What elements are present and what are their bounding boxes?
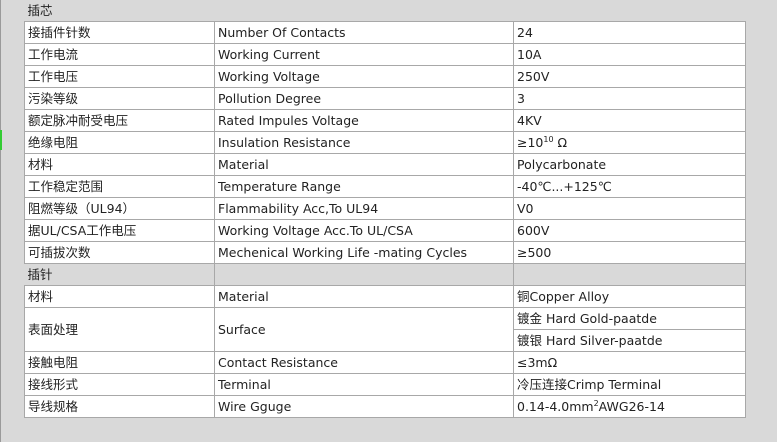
value-cell: 4KV (513, 109, 746, 132)
section-title: 插针 (24, 263, 215, 286)
selection-marker (0, 130, 2, 150)
table-row: 接插件针数 Number Of Contacts 24 (24, 21, 746, 44)
value-cell: ≥500 (513, 241, 746, 264)
table-row: 据UL/CSA工作电压 Working Voltage Acc.To UL/CSA… (24, 219, 746, 242)
value-cell: 10A (513, 43, 746, 66)
value-part: 0.14-4.0mm (517, 399, 594, 414)
label-cn: 材料 (24, 153, 215, 176)
label-cn: 阻燃等级（UL94） (24, 197, 215, 220)
value-cell: 0.14-4.0mm2AWG26-14 (513, 395, 746, 418)
label-en: Working Voltage (214, 65, 514, 88)
empty-cell (513, 263, 746, 286)
table-row: 接线形式 Terminal 冷压连接Crimp Terminal (24, 373, 746, 396)
label-en: Surface (214, 307, 514, 352)
label-en: Material (214, 153, 514, 176)
label-en: Working Current (214, 43, 514, 66)
value-cell: 24 (513, 21, 746, 44)
table-row: 绝缘电阻 Insulation Resistance ≥1010 Ω (24, 131, 746, 154)
value-part: 10 (543, 134, 554, 144)
table-row: 镀银 Hard Silver-paatde (25, 329, 746, 352)
table-row: 额定脉冲耐受电压 Rated Impules Voltage 4KV (24, 109, 746, 132)
label-en: Rated Impules Voltage (214, 109, 514, 132)
spec-table: 插芯 接插件针数 Number Of Contacts 24 工作电流 Working C… (24, 0, 746, 418)
label-en: Working Voltage Acc.To UL/CSA (214, 219, 514, 242)
label-cn: 接线形式 (24, 373, 215, 396)
value-cell: -40℃...+125℃ (513, 175, 746, 198)
value-cell: ≤3mΩ (513, 351, 746, 374)
label-cn: 可插拔次数 (24, 241, 215, 264)
value-part: 2 (593, 398, 599, 408)
label-cn: 表面处理 (24, 307, 215, 352)
empty-cell (214, 263, 514, 286)
value-part: Ω (553, 135, 568, 150)
label-en: Material (214, 285, 514, 308)
table-row: 工作电压 Working Voltage 250V (24, 65, 746, 88)
value-cell: ≥1010 Ω (513, 131, 746, 154)
label-en: Temperature Range (214, 175, 514, 198)
label-cn: 工作电压 (24, 65, 215, 88)
table-row: 可插拔次数 Mechenical Working Life -mating Cyc… (24, 241, 746, 264)
table-row: 污染等级 Pollution Degree 3 (24, 87, 746, 110)
label-en: Terminal (214, 373, 514, 396)
window-edge (0, 0, 1, 442)
table-row: 工作稳定范围 Temperature Range -40℃...+125℃ (24, 175, 746, 198)
value-cell: V0 (513, 197, 746, 220)
label-cn: 污染等级 (24, 87, 215, 110)
section-header: 插针 (24, 263, 746, 286)
label-cn: 绝缘电阻 (24, 131, 215, 154)
value-part: ≥10 (517, 135, 544, 150)
table-row: 表面处理 Surface 镀金 Hard Gold-paatde (24, 307, 746, 352)
table-row: 材料 Material Polycarbonate (24, 153, 746, 176)
label-cn: 工作稳定范围 (24, 175, 215, 198)
label-cn: 据UL/CSA工作电压 (24, 219, 215, 242)
table-row: 工作电流 Working Current 10A (24, 43, 746, 66)
value-cell: 铜Copper Alloy (513, 285, 746, 308)
label-en: Mechenical Working Life -mating Cycles (214, 241, 514, 264)
label-en: Contact Resistance (214, 351, 514, 374)
value-cell: 600V (513, 219, 746, 242)
label-en: Wire Gguge (214, 395, 514, 418)
value-cell: 3 (513, 87, 746, 110)
value-cell: 镀银 Hard Silver-paatde (513, 329, 746, 352)
section-header: 插芯 (24, 0, 746, 22)
section-title: 插芯 (24, 0, 746, 22)
label-cn: 额定脉冲耐受电压 (24, 109, 215, 132)
label-cn: 导线规格 (24, 395, 215, 418)
value-cell: 冷压连接Crimp Terminal (513, 373, 746, 396)
label-cn: 接插件针数 (24, 21, 215, 44)
label-en: Number Of Contacts (214, 21, 514, 44)
label-en: Insulation Resistance (214, 131, 514, 154)
label-en: Pollution Degree (214, 87, 514, 110)
value-part: AWG26-14 (598, 399, 665, 414)
table-row: 接触电阻 Contact Resistance ≤3mΩ (24, 351, 746, 374)
table-row: 阻燃等级（UL94） Flammability Acc,To UL94 V0 (24, 197, 746, 220)
value-cell: 250V (513, 65, 746, 88)
label-cn: 材料 (24, 285, 215, 308)
value-cell: Polycarbonate (513, 153, 746, 176)
label-en: Flammability Acc,To UL94 (214, 197, 514, 220)
table-row: 导线规格 Wire Gguge 0.14-4.0mm2AWG26-14 (24, 395, 746, 418)
value-cell: 镀金 Hard Gold-paatde (513, 307, 746, 330)
table-row: 材料 Material 铜Copper Alloy (24, 285, 746, 308)
label-cn: 接触电阻 (24, 351, 215, 374)
label-cn: 工作电流 (24, 43, 215, 66)
